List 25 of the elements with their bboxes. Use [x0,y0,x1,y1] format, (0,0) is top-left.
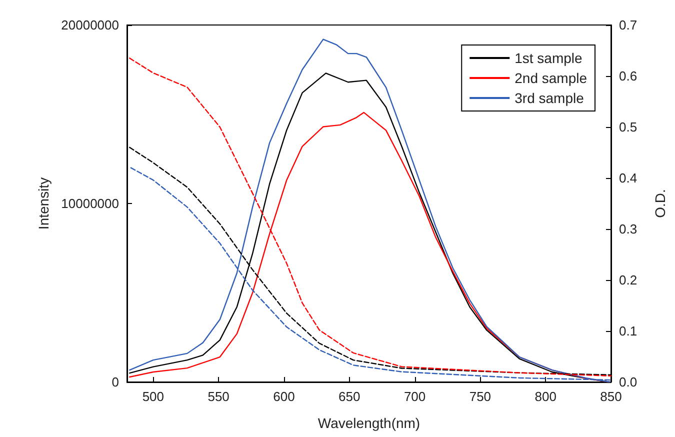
x-tick-label: 750 [469,389,492,404]
x-tick-label: 650 [338,389,360,404]
y2-axis-title: O.D. [652,189,668,218]
y2-tick-label: 0.7 [619,18,638,32]
x-tick-label: 850 [600,389,622,404]
y2-tick-label: 0.3 [619,222,638,236]
legend-label: 3rd sample [514,90,584,106]
x-tick-label: 700 [404,389,426,404]
y2-tick-label: 0.5 [619,120,638,134]
y-tick-label: 20000000 [61,18,119,32]
legend-label: 2nd sample [514,70,588,86]
x-tick-label: 550 [208,389,230,404]
y2-tick-label: 0.4 [619,170,638,186]
y-tick-label: 0 [112,374,119,390]
y2-tick-label: 0.6 [619,68,638,84]
x-tick-label: 500 [142,389,164,404]
y-axis-title: Intensity [35,177,52,230]
legend-label: 1st sample [514,50,583,66]
y2-tick-label: 0.2 [619,272,638,288]
x-axis-title: Wavelength(nm) [318,415,420,431]
x-tick-label: 800 [534,389,556,404]
y2-tick-label: 0.0 [619,374,638,390]
y-tick-label: 10000000 [61,196,119,211]
x-tick-label: 600 [273,389,295,404]
y2-tick-label: 0.1 [619,324,638,338]
